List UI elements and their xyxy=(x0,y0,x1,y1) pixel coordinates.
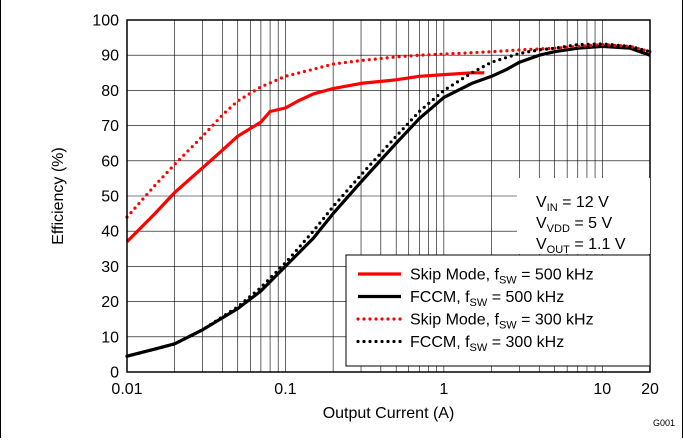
legend-label: Skip Mode, fSW = 300 kHz xyxy=(410,312,594,332)
figure-id: G001 xyxy=(652,418,675,428)
series-line-4 xyxy=(125,42,652,358)
y-tick-label: 50 xyxy=(101,189,119,206)
x-tick-label: 0.1 xyxy=(274,381,296,398)
y-tick-label: 60 xyxy=(101,153,119,170)
legend-label: Skip Mode, fSW = 500 kHz xyxy=(410,267,594,287)
y-tick-label: 10 xyxy=(101,329,119,346)
x-axis-label: Output Current (A) xyxy=(323,405,455,422)
y-tick-label: 100 xyxy=(92,13,119,30)
x-tick-label: 20 xyxy=(641,381,659,398)
tick-labels: 0 10 20 30 40 50 60 70 80 90 100 0.01 0.1 1 10 20 xyxy=(92,13,659,399)
y-tick-label: 90 xyxy=(101,48,119,65)
x-tick-label: 10 xyxy=(593,381,611,398)
y-tick-label: 0 xyxy=(110,365,119,382)
y-tick-label: 70 xyxy=(101,118,119,135)
condition-label: VOUT = 1.1 V xyxy=(536,236,626,256)
y-tick-label: 40 xyxy=(101,224,119,241)
y-tick-label: 30 xyxy=(101,259,119,276)
x-tick-label: 0.01 xyxy=(111,381,142,398)
y-axis-label: Efficiency (%) xyxy=(50,147,67,245)
condition-label: VIN = 12 V xyxy=(536,194,609,214)
series-line-3 xyxy=(125,42,652,219)
y-tick-label: 80 xyxy=(101,83,119,100)
x-tick-label: 1 xyxy=(439,381,448,398)
legend-label: FCCM, fSW = 500 kHz xyxy=(410,289,564,309)
series-line-1 xyxy=(125,71,485,243)
y-tick-label: 20 xyxy=(101,294,119,311)
conditions-background xyxy=(517,178,650,254)
condition-label: VVDD = 5 V xyxy=(536,215,612,235)
legend-label: FCCM, fSW = 300 kHz xyxy=(410,334,564,354)
series-layer xyxy=(125,42,652,358)
